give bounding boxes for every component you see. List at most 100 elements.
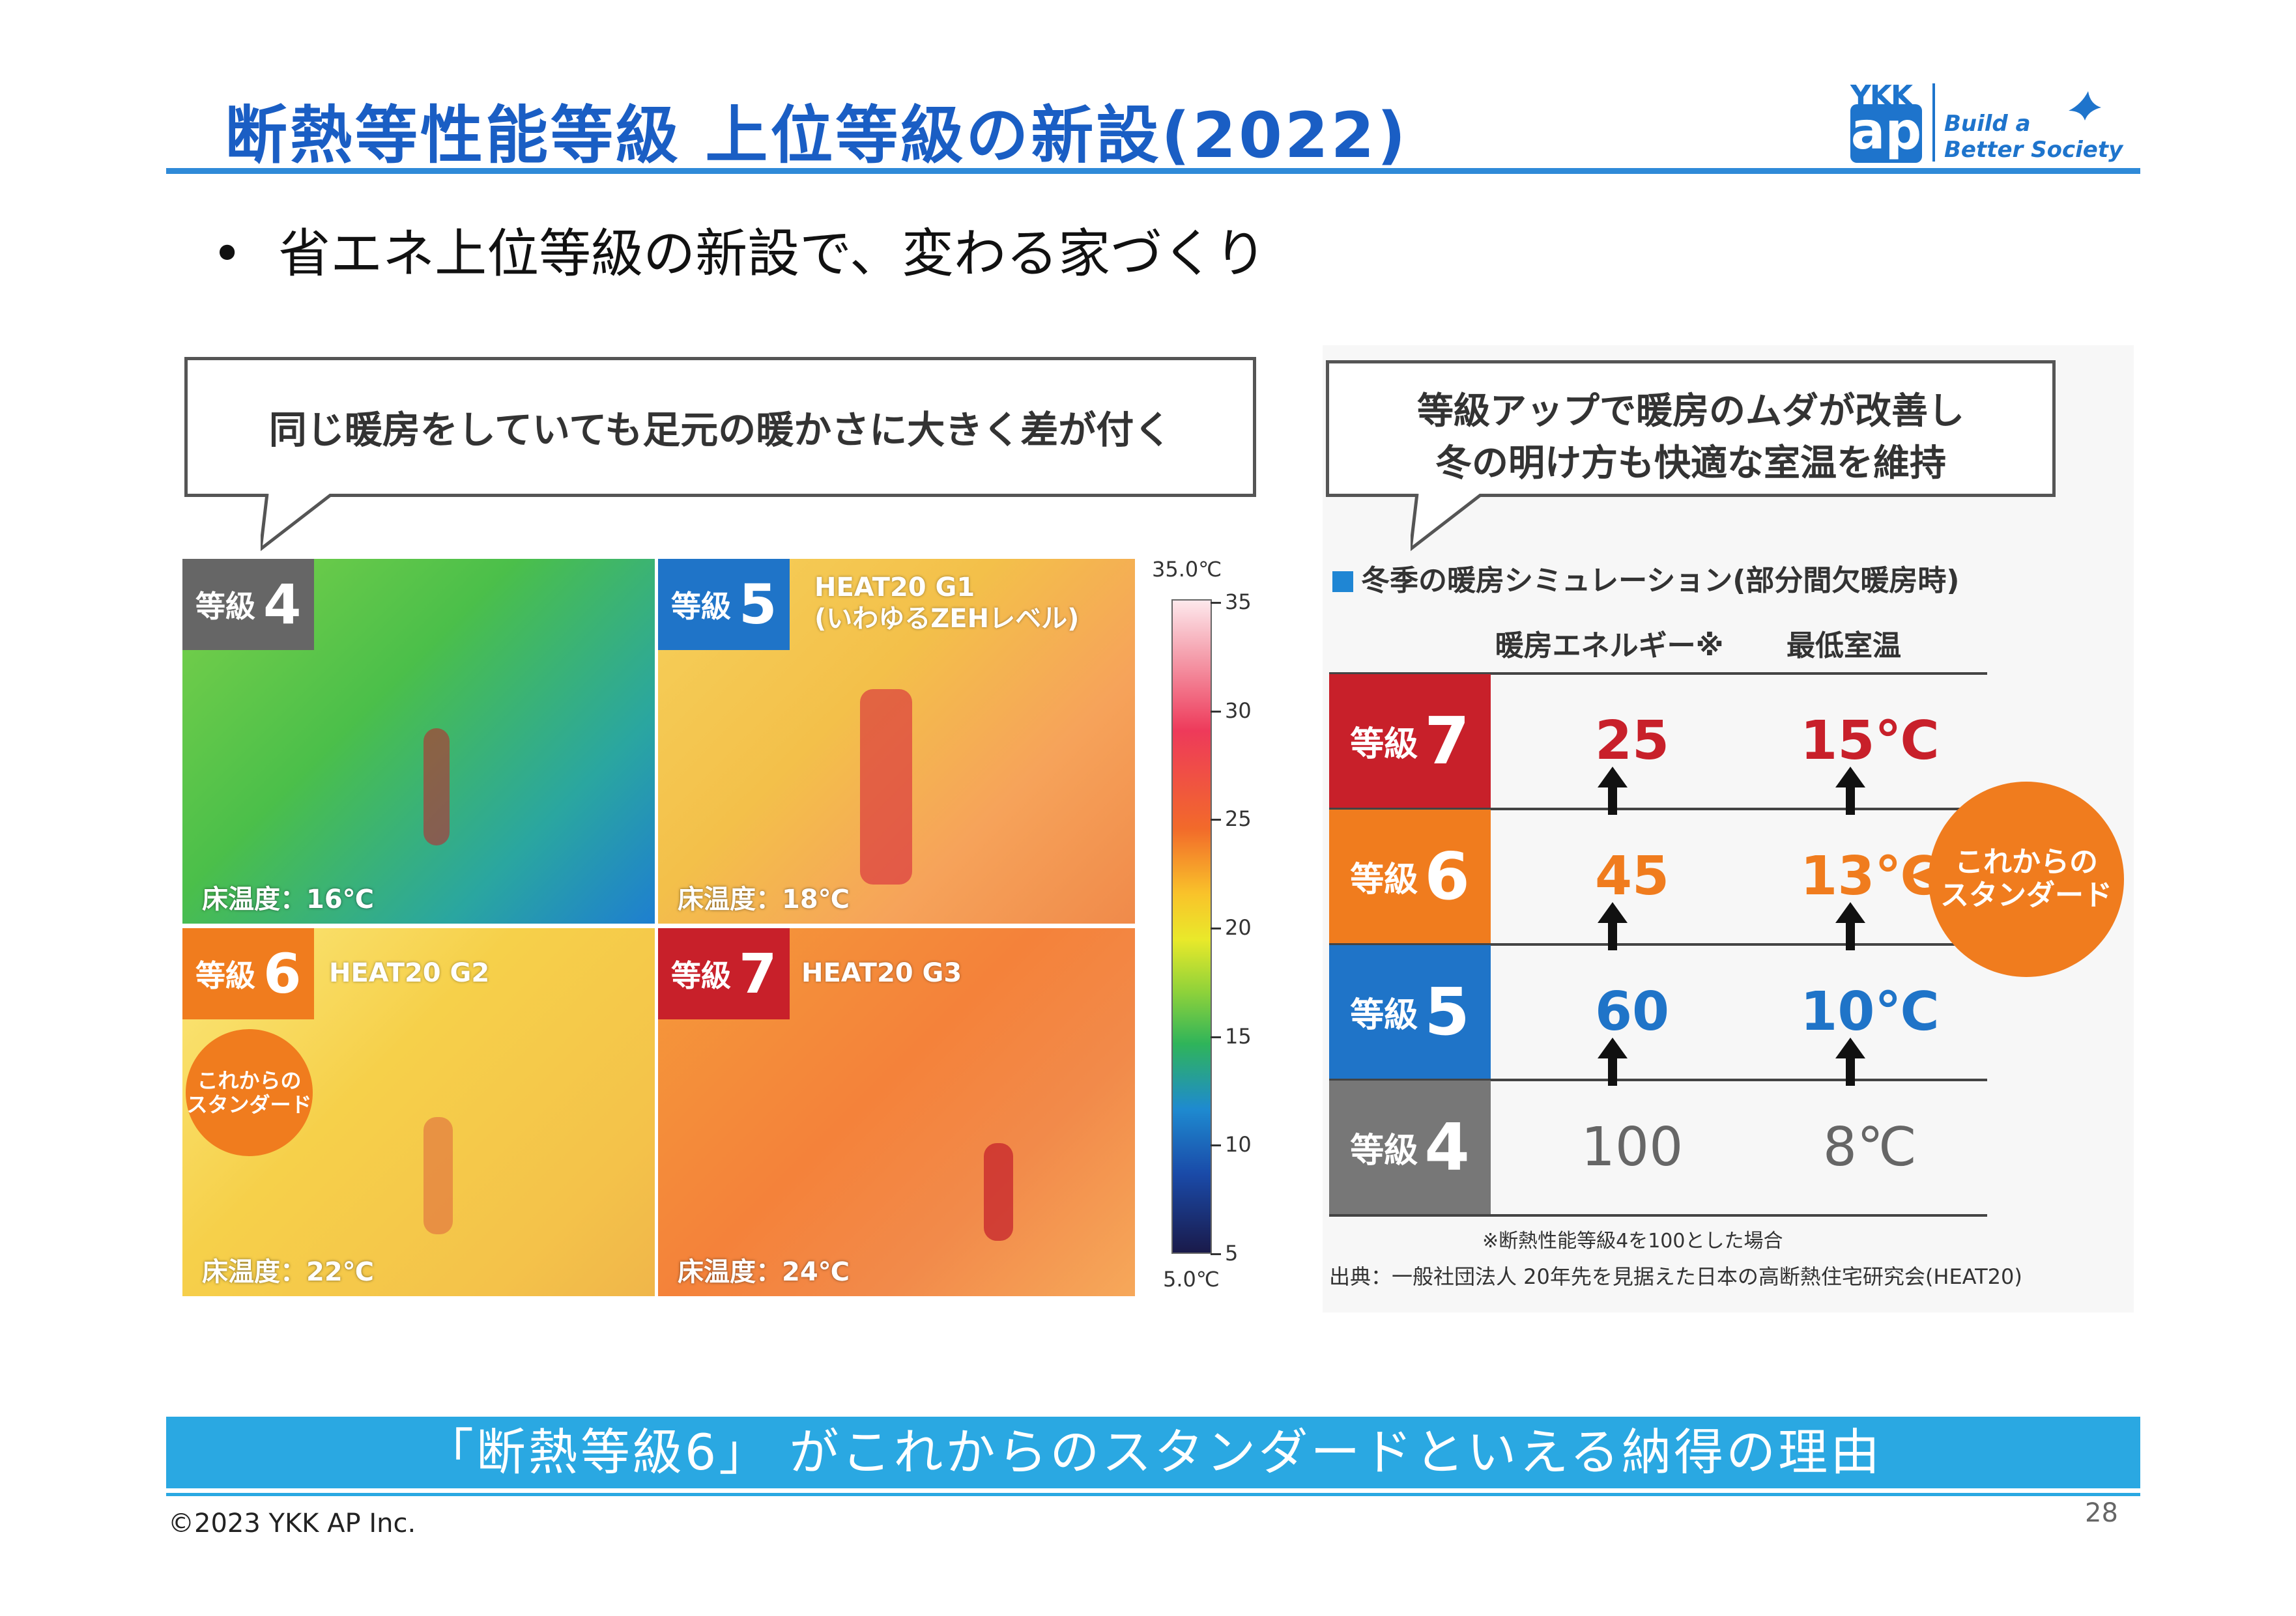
page-number: 28 — [2085, 1498, 2118, 1528]
grade-badge-4: 等級 4 — [182, 559, 315, 650]
conclusion-banner: 「断熱等級6」 がこれからのスタンダードといえる納得の理由 — [166, 1417, 2140, 1488]
scale-tick-mark — [1211, 710, 1221, 713]
table-row: 等級 6 45 13℃ — [1329, 810, 1981, 943]
logo-tagline-1: Build a — [1944, 111, 2031, 137]
heat20-label: HEAT20 G1 (いわゆるZEHレベル) — [814, 573, 1080, 634]
row-grade-label: 等級 5 — [1329, 945, 1491, 1079]
table-divider — [1329, 1079, 1987, 1081]
scale-tick-label: 10 — [1225, 1132, 1252, 1157]
floor-temp-label: 床温度：16℃ — [202, 885, 375, 914]
bullet-text: 省エネ上位等級の新設で、変わる家づくり — [278, 223, 1267, 284]
scale-tick-label: 20 — [1225, 915, 1252, 940]
right-speech-bubble: 等級アップで暖房のムダが改善し 冬の明け方も快適な室温を維持 — [1326, 360, 2056, 497]
scale-tick-mark — [1211, 819, 1221, 821]
scale-tick-mark — [1211, 1036, 1221, 1038]
row-grade-text: 等級 — [1350, 996, 1418, 1035]
row-temp-value: 10℃ — [1800, 981, 1940, 1043]
temperature-scale-bar — [1171, 599, 1212, 1254]
left-bubble-text: 同じ暖房をしていても足元の暖かさに大きく差が付く — [268, 408, 1172, 452]
row-grade-number: 6 — [1424, 838, 1470, 914]
grade-badge-label: 等級 — [671, 958, 731, 993]
footer-rule — [166, 1493, 2140, 1496]
floor-temp-label: 床温度：22℃ — [202, 1257, 375, 1287]
table-row: 等級 5 60 10℃ — [1329, 945, 1981, 1079]
standard-badge: これからの スタンダード — [1929, 782, 2124, 977]
grade-badge-number: 5 — [739, 573, 777, 636]
left-bubble-tail-icon — [261, 494, 334, 552]
person-silhouette — [423, 1117, 453, 1234]
floor-temp-label: 床温度：18℃ — [678, 885, 850, 914]
row-grade-number: 5 — [1424, 974, 1470, 1050]
thermal-photo-grade-7: 等級 7 HEAT20 G3 床温度：24℃ — [658, 928, 1135, 1296]
thermal-photo-grade-6: 等級 6 HEAT20 G2 これからの スタンダード 床温度：22℃ — [182, 928, 655, 1296]
row-grade-number: 7 — [1424, 703, 1470, 779]
row-grade-text: 等級 — [1350, 725, 1418, 764]
column-header-min-temp: 最低室温 — [1787, 629, 1901, 662]
grade-badge-6: 等級 6 — [182, 928, 315, 1019]
grade-badge-label: 等級 — [671, 589, 731, 624]
simulation-title-text: 冬季の暖房シミュレーション(部分間欠暖房時) — [1361, 564, 1960, 597]
floor-temp-label: 床温度：24℃ — [678, 1257, 850, 1287]
title-underline — [166, 168, 2140, 174]
logo-tagline-2: Better Society — [1944, 137, 2123, 163]
bird-icon — [2069, 91, 2101, 120]
scale-tick-label: 5 — [1225, 1241, 1239, 1266]
simulation-title: 冬季の暖房シミュレーション(部分間欠暖房時) — [1332, 557, 1959, 599]
row-energy-value: 45 — [1594, 845, 1670, 907]
grade-badge-7: 等級 7 — [658, 928, 790, 1019]
row-grade-label: 等級 7 — [1329, 674, 1491, 808]
scale-tick-label: 35 — [1225, 589, 1252, 614]
table-row: 等級 4 100 8℃ — [1329, 1081, 1981, 1214]
footnote: ※断熱性能等級4を100とした場合 — [1482, 1230, 1783, 1253]
grade-badge-label: 等級 — [195, 589, 255, 624]
row-grade-text: 等級 — [1350, 860, 1418, 900]
table-row: 等級 7 25 15℃ — [1329, 674, 1981, 808]
standard-badge: これからの スタンダード — [186, 1029, 313, 1156]
scale-tick-label: 25 — [1225, 806, 1252, 832]
right-bubble-tail-icon — [1411, 494, 1484, 552]
table-divider — [1329, 672, 1987, 675]
grade-badge-number: 6 — [263, 942, 302, 1006]
scale-bottom-label: 5.0℃ — [1163, 1267, 1220, 1292]
table-divider — [1329, 808, 1987, 810]
row-energy-value: 25 — [1594, 710, 1670, 772]
grade-badge-label: 等級 — [195, 958, 255, 993]
person-silhouette — [860, 689, 912, 885]
scale-tick-mark — [1211, 1253, 1221, 1255]
right-bubble-line2: 冬の明け方も快適な室温を維持 — [1435, 442, 1946, 485]
row-grade-label: 等級 6 — [1329, 810, 1491, 943]
up-arrow-icon — [1598, 902, 1628, 950]
scale-tick-mark — [1211, 928, 1221, 929]
scale-tick-mark — [1211, 602, 1221, 604]
column-header-energy: 暖房エネルギー※ — [1495, 629, 1724, 662]
copyright: ©2023 YKK AP Inc. — [168, 1509, 416, 1538]
source-citation: 出典：一般社団法人 20年先を見据えた日本の高断熱住宅研究会(HEAT20) — [1329, 1264, 2022, 1289]
row-temp-value: 15℃ — [1800, 710, 1940, 772]
ykk-ap-logo: YKK ap Build a Better Society — [1850, 79, 2123, 171]
row-grade-text: 等級 — [1350, 1131, 1418, 1170]
logo-divider — [1932, 83, 1935, 162]
title-square-icon — [1332, 571, 1353, 592]
heat20-label: HEAT20 G2 — [329, 958, 490, 988]
grade-badge-number: 7 — [739, 942, 777, 1006]
up-arrow-icon — [1598, 767, 1628, 815]
row-energy-value: 100 — [1581, 1116, 1684, 1178]
right-bubble-line1: 等級アップで暖房のムダが改善し — [1417, 390, 1964, 432]
person-silhouette — [984, 1143, 1013, 1241]
slide-title: 断熱等性能等級 上位等級の新設(2022) — [225, 99, 1409, 172]
bullet-point: • 省エネ上位等級の新設で、変わる家づくり — [212, 212, 1267, 287]
grade-badge-5: 等級 5 — [658, 559, 790, 650]
left-speech-bubble: 同じ暖房をしていても足元の暖かさに大きく差が付く — [184, 357, 1256, 497]
up-arrow-icon — [1835, 902, 1865, 950]
table-divider — [1329, 943, 1987, 946]
grade-badge-number: 4 — [263, 573, 302, 636]
up-arrow-icon — [1835, 767, 1865, 815]
up-arrow-icon — [1835, 1038, 1865, 1086]
row-grade-label: 等級 4 — [1329, 1081, 1491, 1214]
scale-tick-mark — [1211, 1144, 1221, 1147]
up-arrow-icon — [1598, 1038, 1628, 1086]
table-divider — [1329, 1214, 1987, 1217]
bullet-dot-icon: • — [212, 223, 243, 284]
row-temp-value: 8℃ — [1822, 1116, 1917, 1178]
scale-tick-label: 30 — [1225, 698, 1252, 723]
